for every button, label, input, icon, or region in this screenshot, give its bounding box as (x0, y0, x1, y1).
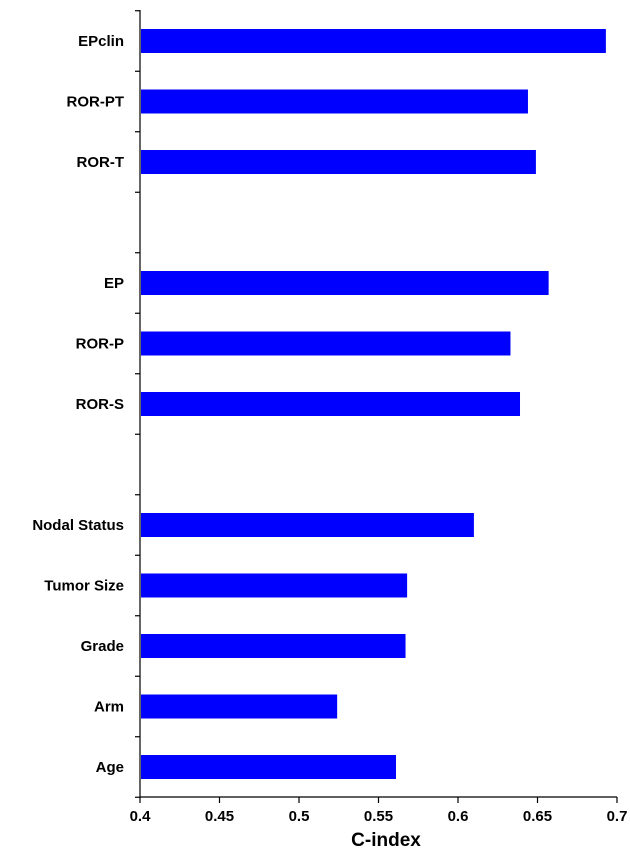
x-tick-label: 0.45 (205, 808, 234, 825)
category-label-nodal-status: Nodal Status (32, 517, 124, 534)
category-label-age: Age (96, 759, 124, 776)
category-label-grade: Grade (81, 638, 124, 655)
x-tick-label: 0.5 (289, 808, 310, 825)
x-axis-title: C-index (351, 830, 421, 851)
bar-tumor-size (141, 573, 408, 598)
category-label-ror-p: ROR-P (76, 336, 124, 353)
category-label-ror-t: ROR-T (77, 154, 125, 171)
category-labels-group: EPclin ROR-PT ROR-T EP ROR-P ROR-S Nodal Statu… (32, 33, 124, 776)
bar-nodal-status (141, 513, 474, 537)
x-tick-label: 0.7 (607, 808, 628, 825)
category-label-ror-pt: ROR-PT (67, 94, 125, 111)
x-tick-label: 0.65 (523, 808, 552, 825)
bar-arm (141, 694, 338, 719)
x-ticks-group: 0.4 0.45 0.5 0.55 0.6 0.65 0.7 (130, 10, 628, 825)
bar-grade (141, 634, 406, 658)
bars-group (141, 29, 606, 779)
category-label-arm: Arm (94, 699, 124, 716)
bar-ror-s (141, 392, 521, 416)
category-label-ep: EP (104, 275, 124, 292)
category-label-tumor-size: Tumor Size (44, 578, 124, 595)
bar-age (141, 755, 396, 779)
category-label-epclin: EPclin (78, 33, 124, 50)
bar-epclin (141, 29, 606, 53)
x-tick-label: 0.55 (364, 808, 393, 825)
bar-ep (141, 271, 549, 295)
bar-ror-p (141, 331, 511, 356)
bar-ror-t (141, 150, 536, 174)
bar-ror-pt (141, 89, 528, 114)
x-tick-label: 0.6 (448, 808, 469, 825)
x-tick-label: 0.4 (130, 808, 152, 825)
category-label-ror-s: ROR-S (76, 396, 124, 413)
